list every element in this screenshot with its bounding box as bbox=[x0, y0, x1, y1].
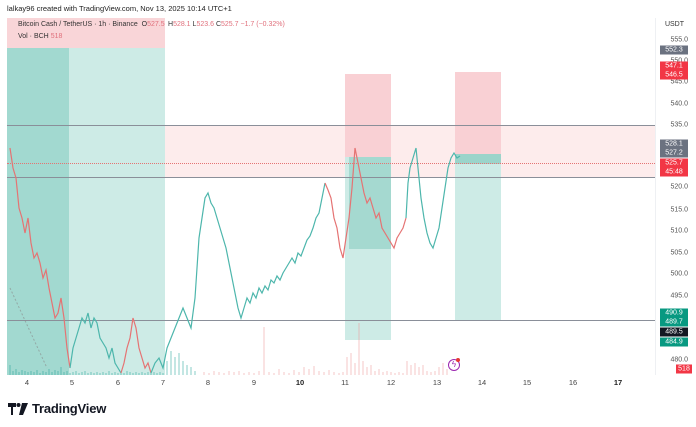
price-tag-552: 552.3 bbox=[660, 45, 688, 55]
time-tick: 10 bbox=[295, 378, 305, 387]
price-tick: 545.0 bbox=[670, 78, 688, 86]
volume-bars bbox=[9, 323, 448, 375]
time-tick: 11 bbox=[341, 378, 349, 387]
time-tick: 15 bbox=[522, 378, 532, 387]
countdown-tag: 45:48 bbox=[660, 167, 688, 177]
price-tick: 515.0 bbox=[670, 206, 688, 214]
time-tick: 13 bbox=[432, 378, 442, 387]
price-tick: 495.0 bbox=[670, 292, 688, 300]
price-tag-490: 490.9 bbox=[660, 308, 688, 318]
volume-label[interactable]: Vol · BCH bbox=[18, 33, 49, 40]
last-price-line bbox=[7, 163, 655, 164]
close-value: 525.7 bbox=[221, 21, 239, 28]
price-tick: 555.0 bbox=[670, 36, 688, 44]
time-tick: 6 bbox=[115, 378, 121, 387]
price-tick: 510.0 bbox=[670, 227, 688, 235]
volume-line: Vol · BCH 518 bbox=[18, 33, 62, 40]
last-price-tag: 525.7 bbox=[660, 158, 688, 168]
resistance-bottom-line[interactable] bbox=[7, 177, 655, 178]
low-value: 523.6 bbox=[196, 21, 214, 28]
price-tag-546: 546.5 bbox=[660, 70, 688, 80]
events-icon[interactable]: ϟ bbox=[448, 359, 460, 371]
price-tick: 540.0 bbox=[670, 100, 688, 108]
time-tick: 16 bbox=[568, 378, 578, 387]
price-tag-527: 527.2 bbox=[660, 148, 688, 158]
symbol-name[interactable]: Bitcoin Cash / TetherUS · 1h · Binance bbox=[18, 21, 138, 28]
event-indicator-dot bbox=[456, 358, 460, 362]
high-value: 528.1 bbox=[173, 21, 191, 28]
volume-value: 518 bbox=[50, 33, 63, 40]
short-entry-zone-1 bbox=[349, 157, 391, 249]
tradingview-logo[interactable]: TradingView bbox=[8, 401, 106, 416]
ohlc-line: Bitcoin Cash / TetherUS · 1h · Binance O… bbox=[18, 21, 165, 28]
time-tick: 12 bbox=[386, 378, 396, 387]
price-tag-528: 528.1 bbox=[660, 139, 688, 149]
short-stop-zone-1 bbox=[345, 74, 391, 157]
short-entry-zone-2 bbox=[455, 154, 501, 164]
resistance-top-line[interactable] bbox=[7, 125, 655, 126]
brand-name: TradingView bbox=[32, 401, 107, 416]
time-tick: 7 bbox=[160, 378, 166, 387]
price-tag-489-7: 489.7 bbox=[660, 317, 688, 327]
candles bbox=[9, 147, 461, 374]
time-tick: 5 bbox=[69, 378, 75, 387]
price-tick: 480.0 bbox=[670, 356, 688, 364]
price-tick: 550.0 bbox=[670, 58, 688, 65]
plot-area[interactable] bbox=[7, 18, 655, 375]
time-tick: 9 bbox=[251, 378, 257, 387]
price-tag-489-5: 489.5 bbox=[660, 327, 688, 337]
support-line[interactable] bbox=[7, 320, 655, 321]
price-tag-547: 547.1 bbox=[660, 61, 688, 71]
price-tag-484: 484.9 bbox=[660, 337, 688, 347]
short-stop-zone-2 bbox=[455, 72, 501, 154]
tradingview-logo-icon bbox=[8, 402, 28, 415]
open-value: 527.5 bbox=[147, 21, 165, 28]
currency-label[interactable]: USDT bbox=[664, 21, 684, 28]
legend-box: Bitcoin Cash / TetherUS · 1h · Binance O… bbox=[7, 18, 165, 48]
price-axis[interactable]: USDT 555.0 550.0 545.0 540.0 535.0 520.0… bbox=[655, 18, 694, 375]
time-tick: 17 bbox=[613, 378, 623, 387]
time-tick: 14 bbox=[477, 378, 487, 387]
volume-tag: 518 bbox=[676, 364, 692, 374]
change-value: −1.7 (−0.32%) bbox=[240, 21, 285, 28]
price-chart[interactable] bbox=[7, 18, 655, 375]
time-tick: 8 bbox=[205, 378, 211, 387]
price-tick: 505.0 bbox=[670, 249, 688, 257]
short-target-zone-2 bbox=[455, 154, 501, 320]
time-tick: 4 bbox=[24, 378, 30, 387]
price-tick: 520.0 bbox=[670, 183, 688, 191]
candlestick-series bbox=[9, 147, 461, 375]
price-tick: 500.0 bbox=[670, 270, 688, 278]
chart-caption: lalkay96 created with TradingView.com, N… bbox=[7, 4, 232, 13]
ohlc-rest: H528.1 L523.6 C525.7 −1.7 (−0.32%) bbox=[168, 21, 285, 28]
dotted-trend bbox=[9, 287, 48, 369]
time-axis[interactable]: 4 5 6 7 8 9 10 11 12 13 14 15 16 17 bbox=[7, 375, 655, 391]
price-tick: 535.0 bbox=[670, 121, 688, 129]
